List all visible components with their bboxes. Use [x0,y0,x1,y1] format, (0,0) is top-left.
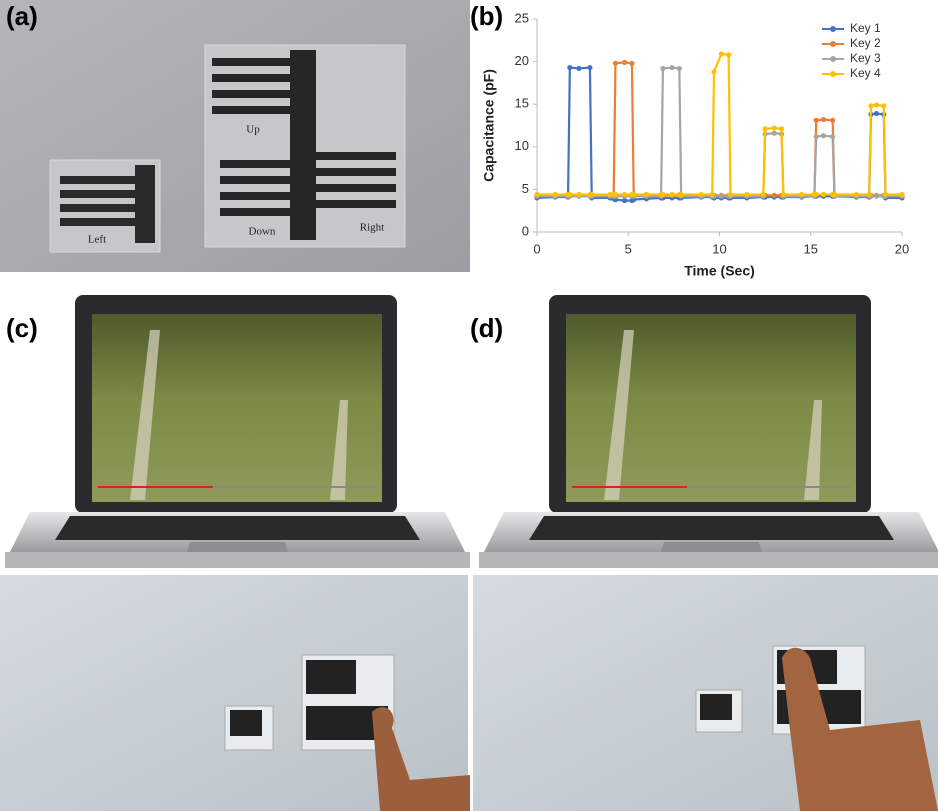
y-tick-label: 20 [515,53,529,68]
y-tick-label: 0 [522,223,529,238]
y-tick-label: 15 [515,96,529,111]
point [677,66,682,71]
point [567,65,572,70]
photo-label: Down [249,226,276,238]
point [874,111,879,116]
point [613,61,618,66]
legend-marker [830,26,836,32]
panel-label: (a) [6,1,38,31]
laptop [5,295,470,568]
legend-label: Key 1 [850,21,881,35]
point [830,118,835,123]
point [567,192,572,197]
legend-label: Key 2 [850,36,881,50]
point [899,192,904,197]
point [719,51,724,56]
point [629,61,634,66]
point [728,192,733,197]
y-tick-label: 10 [515,138,529,153]
point [613,192,618,197]
point [854,192,859,197]
point [660,66,665,71]
figure: Left Up Down Right (a) (b) (c) (d) 0 5 10 1… [0,0,938,811]
point [660,192,665,197]
x-tick-label: 15 [804,241,818,256]
x-tick-label: 0 [533,241,540,256]
point [726,52,731,57]
point [772,193,777,198]
point [534,192,539,197]
point [867,192,872,197]
point [631,192,636,197]
x-tick-label: 20 [895,241,909,256]
legend-marker [830,41,836,47]
panel-label: (d) [470,313,503,343]
photo-label: Right [360,222,384,234]
legend-marker [830,71,836,77]
point [821,133,826,138]
panel-label: (b) [470,1,503,31]
photo-label: Left [88,234,106,246]
point [589,192,594,197]
point [622,192,627,197]
point [814,134,819,139]
x-axis-label: Time (Sec) [684,263,755,279]
point [763,126,768,131]
point [772,125,777,130]
point [772,131,777,136]
point [622,60,627,65]
point [576,66,581,71]
legend-label: Key 4 [850,66,881,80]
point [679,192,684,197]
y-tick-label: 25 [515,10,529,25]
point [669,65,674,70]
point [874,102,879,107]
point [719,194,724,199]
point [814,192,819,197]
panel-label: (c) [6,313,38,343]
point [761,192,766,197]
point [699,192,704,197]
point [799,192,804,197]
point [669,192,674,197]
point [779,126,784,131]
point [830,134,835,139]
legend-marker [830,56,836,62]
point [744,192,749,197]
laptop [479,295,938,568]
photo-label: Up [246,124,260,136]
y-tick-label: 5 [522,181,529,196]
point [874,194,879,199]
point [711,69,716,74]
point [781,192,786,197]
point [821,117,826,122]
point [814,118,819,123]
point [587,65,592,70]
legend-label: Key 3 [850,51,881,65]
y-axis-label: Capacitance (pF) [481,69,497,182]
point [553,192,558,197]
x-tick-label: 5 [625,241,632,256]
x-tick-label: 10 [712,241,726,256]
point [883,192,888,197]
point [881,103,886,108]
point [868,103,873,108]
point [576,192,581,197]
point [832,192,837,197]
point [710,192,715,197]
point [821,192,826,197]
point [644,192,649,197]
